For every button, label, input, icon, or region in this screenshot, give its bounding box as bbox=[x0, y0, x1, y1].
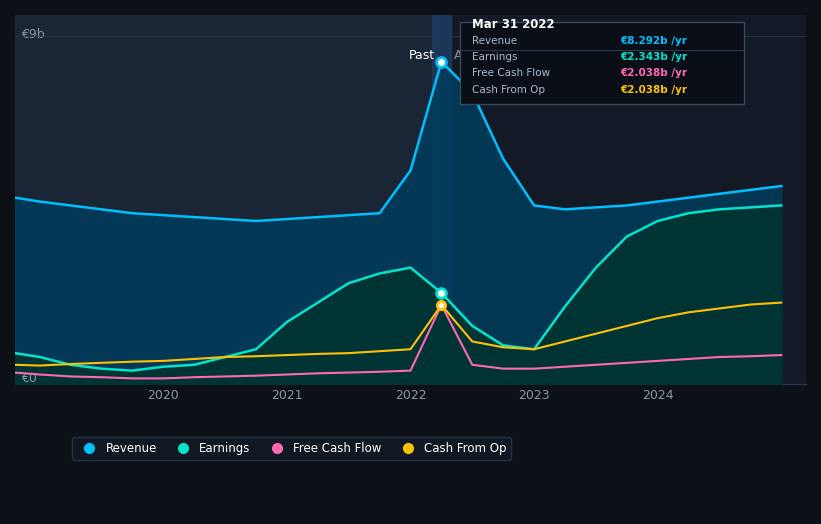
Text: €2.038b /yr: €2.038b /yr bbox=[621, 85, 688, 95]
Text: Mar 31 2022: Mar 31 2022 bbox=[472, 18, 555, 31]
Text: €0: €0 bbox=[21, 372, 37, 385]
Text: €8.292b /yr: €8.292b /yr bbox=[621, 36, 687, 46]
Text: Free Cash Flow: Free Cash Flow bbox=[472, 69, 550, 79]
Text: €2.343b /yr: €2.343b /yr bbox=[621, 52, 688, 62]
Text: Cash From Op: Cash From Op bbox=[472, 85, 545, 95]
Text: €2.038b /yr: €2.038b /yr bbox=[621, 69, 688, 79]
Bar bbox=[432, 15, 452, 384]
Text: Past: Past bbox=[409, 49, 435, 62]
Text: Analysts Forecasts: Analysts Forecasts bbox=[454, 49, 570, 62]
FancyBboxPatch shape bbox=[460, 23, 744, 104]
Text: €9b: €9b bbox=[21, 28, 45, 41]
Bar bbox=[15, 15, 442, 384]
Legend: Revenue, Earnings, Free Cash Flow, Cash From Op: Revenue, Earnings, Free Cash Flow, Cash … bbox=[72, 437, 511, 460]
Text: Earnings: Earnings bbox=[472, 52, 518, 62]
Text: Revenue: Revenue bbox=[472, 36, 517, 46]
